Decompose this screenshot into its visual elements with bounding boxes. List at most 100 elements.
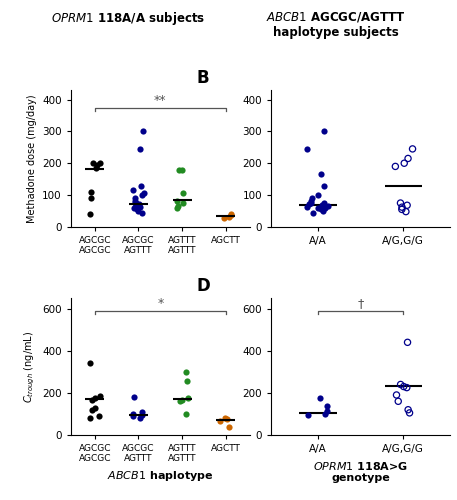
Point [401, 159, 408, 167]
Y-axis label: $C_{trough}$ (ng/mL): $C_{trough}$ (ng/mL) [22, 330, 37, 402]
Point [133, 199, 140, 207]
Point [409, 145, 416, 153]
Point [320, 199, 328, 207]
Point [307, 199, 314, 207]
Point [177, 398, 184, 406]
Point [226, 214, 233, 222]
Point [406, 409, 413, 417]
Point [174, 204, 181, 212]
Point [88, 396, 96, 404]
X-axis label: $\it{OPRM1}$ 118A>G
genotype: $\it{OPRM1}$ 118A>G genotype [313, 460, 408, 483]
Point [96, 159, 104, 167]
Point [321, 410, 329, 418]
Point [133, 206, 141, 214]
Point [314, 191, 322, 199]
Point [134, 207, 142, 215]
Point [397, 199, 404, 207]
Point [183, 410, 190, 418]
Point [321, 204, 329, 212]
Point [134, 202, 141, 209]
Point [227, 210, 234, 218]
Point [324, 202, 332, 210]
Point [217, 416, 224, 424]
Point [315, 204, 322, 212]
Point [320, 128, 328, 136]
Point [319, 202, 326, 209]
Text: †: † [357, 297, 364, 310]
Point [131, 199, 138, 207]
Point [94, 161, 101, 169]
Point [310, 208, 317, 216]
Point [221, 414, 228, 422]
Point [132, 194, 139, 202]
Text: D: D [196, 278, 210, 295]
Point [404, 202, 411, 209]
Point [220, 214, 227, 222]
Point [130, 393, 138, 401]
Text: **: ** [154, 94, 166, 107]
Text: B: B [196, 70, 209, 87]
Point [96, 412, 103, 420]
Point [305, 200, 313, 208]
Y-axis label: Methadone dose (mg/day): Methadone dose (mg/day) [27, 94, 37, 223]
Point [140, 190, 148, 198]
Point [224, 415, 231, 423]
Point [175, 202, 182, 210]
Point [129, 186, 137, 194]
Point [397, 380, 404, 388]
Point [319, 207, 327, 215]
Point [180, 199, 187, 207]
Point [404, 154, 412, 162]
Point [89, 406, 96, 413]
Point [317, 206, 324, 214]
Point [320, 182, 327, 190]
Point [139, 128, 146, 136]
Point [403, 384, 410, 392]
Point [400, 382, 407, 390]
Point [308, 194, 316, 202]
Point [303, 203, 311, 211]
Point [323, 402, 330, 409]
Point [131, 204, 138, 212]
Point [183, 378, 190, 386]
Point [323, 407, 330, 415]
Point [138, 411, 145, 419]
Point [304, 411, 312, 419]
Point [86, 360, 94, 368]
Point [91, 394, 98, 402]
Point [304, 145, 311, 153]
Point [130, 410, 137, 418]
Point [129, 412, 137, 420]
Point [226, 423, 233, 431]
Point [179, 166, 186, 173]
Point [175, 166, 182, 173]
Point [87, 194, 95, 202]
Point [180, 190, 187, 198]
Point [90, 159, 97, 167]
X-axis label: $\it{ABCB1}$ haplotype: $\it{ABCB1}$ haplotype [107, 469, 213, 483]
Point [136, 203, 143, 211]
Point [182, 368, 189, 376]
Point [228, 211, 235, 219]
Point [184, 394, 191, 402]
Point [136, 414, 143, 422]
Text: *: * [157, 297, 164, 310]
Point [91, 404, 99, 411]
Point [136, 145, 143, 153]
Point [86, 210, 94, 218]
Point [308, 198, 315, 205]
Point [178, 396, 186, 404]
Point [138, 191, 146, 199]
Text: $\it{OPRM1}$ 118A/A subjects: $\it{OPRM1}$ 118A/A subjects [51, 10, 205, 27]
Point [92, 164, 100, 172]
Point [86, 414, 93, 422]
Point [138, 408, 145, 416]
Point [404, 338, 411, 346]
Point [173, 198, 181, 205]
Point [96, 392, 104, 400]
Point [87, 188, 95, 196]
Point [404, 406, 412, 413]
Text: $\it{ABCB1}$ AGCGC/AGTTT
haplotype subjects: $\it{ABCB1}$ AGCGC/AGTTT haplotype subje… [266, 10, 405, 39]
Point [131, 198, 138, 205]
Point [402, 208, 409, 216]
